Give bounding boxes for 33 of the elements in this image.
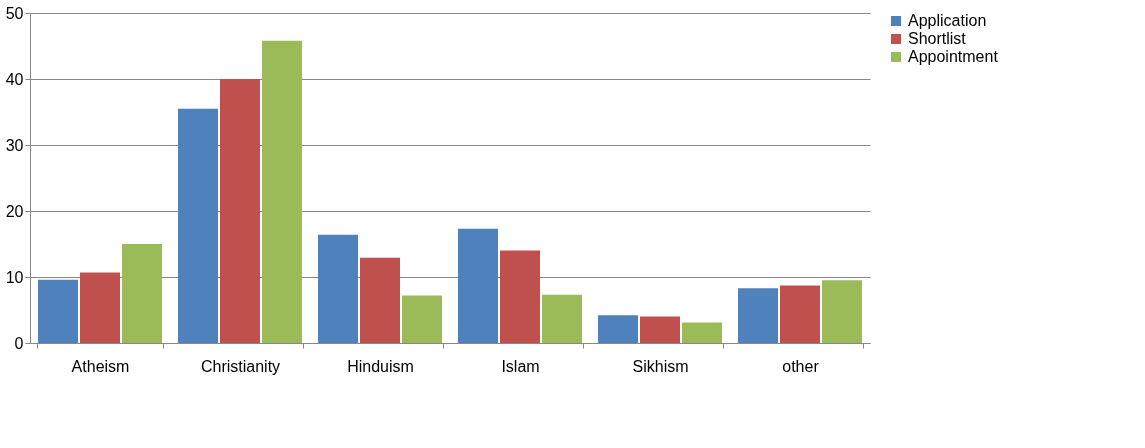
- legend-label: Application: [908, 12, 987, 29]
- bar: [80, 272, 120, 343]
- y-tick-label: 0: [14, 334, 24, 352]
- x-tick-label: Islam: [501, 357, 540, 375]
- y-tick-label: 20: [5, 202, 24, 220]
- legend-label: Shortlist: [908, 30, 967, 47]
- x-tick-label: Sikhism: [632, 357, 689, 375]
- bar: [402, 295, 442, 343]
- bar: [682, 322, 722, 343]
- bar: [598, 315, 638, 343]
- y-tick-label: 50: [5, 4, 24, 22]
- bar: [458, 228, 498, 343]
- bar: [318, 234, 358, 343]
- x-tick-label: Christianity: [200, 357, 281, 375]
- legend-label: Appointment: [908, 48, 999, 65]
- y-tick-label: 40: [5, 70, 24, 88]
- x-tick-label: Hinduism: [347, 357, 414, 375]
- bar: [122, 244, 162, 343]
- bar: [640, 316, 680, 343]
- x-tick-label: other: [782, 357, 820, 375]
- bar: [542, 294, 582, 343]
- y-tick-label: 30: [5, 136, 24, 154]
- y-tick-label: 10: [5, 268, 24, 286]
- bar: [738, 288, 778, 343]
- bar: [500, 250, 540, 343]
- bar: [178, 108, 218, 343]
- bar: [38, 279, 78, 343]
- bar: [822, 280, 862, 343]
- bar: [780, 285, 820, 343]
- bar: [262, 40, 302, 343]
- x-tick-label: Atheism: [71, 357, 130, 375]
- bar: [220, 79, 260, 343]
- bar: [360, 257, 400, 343]
